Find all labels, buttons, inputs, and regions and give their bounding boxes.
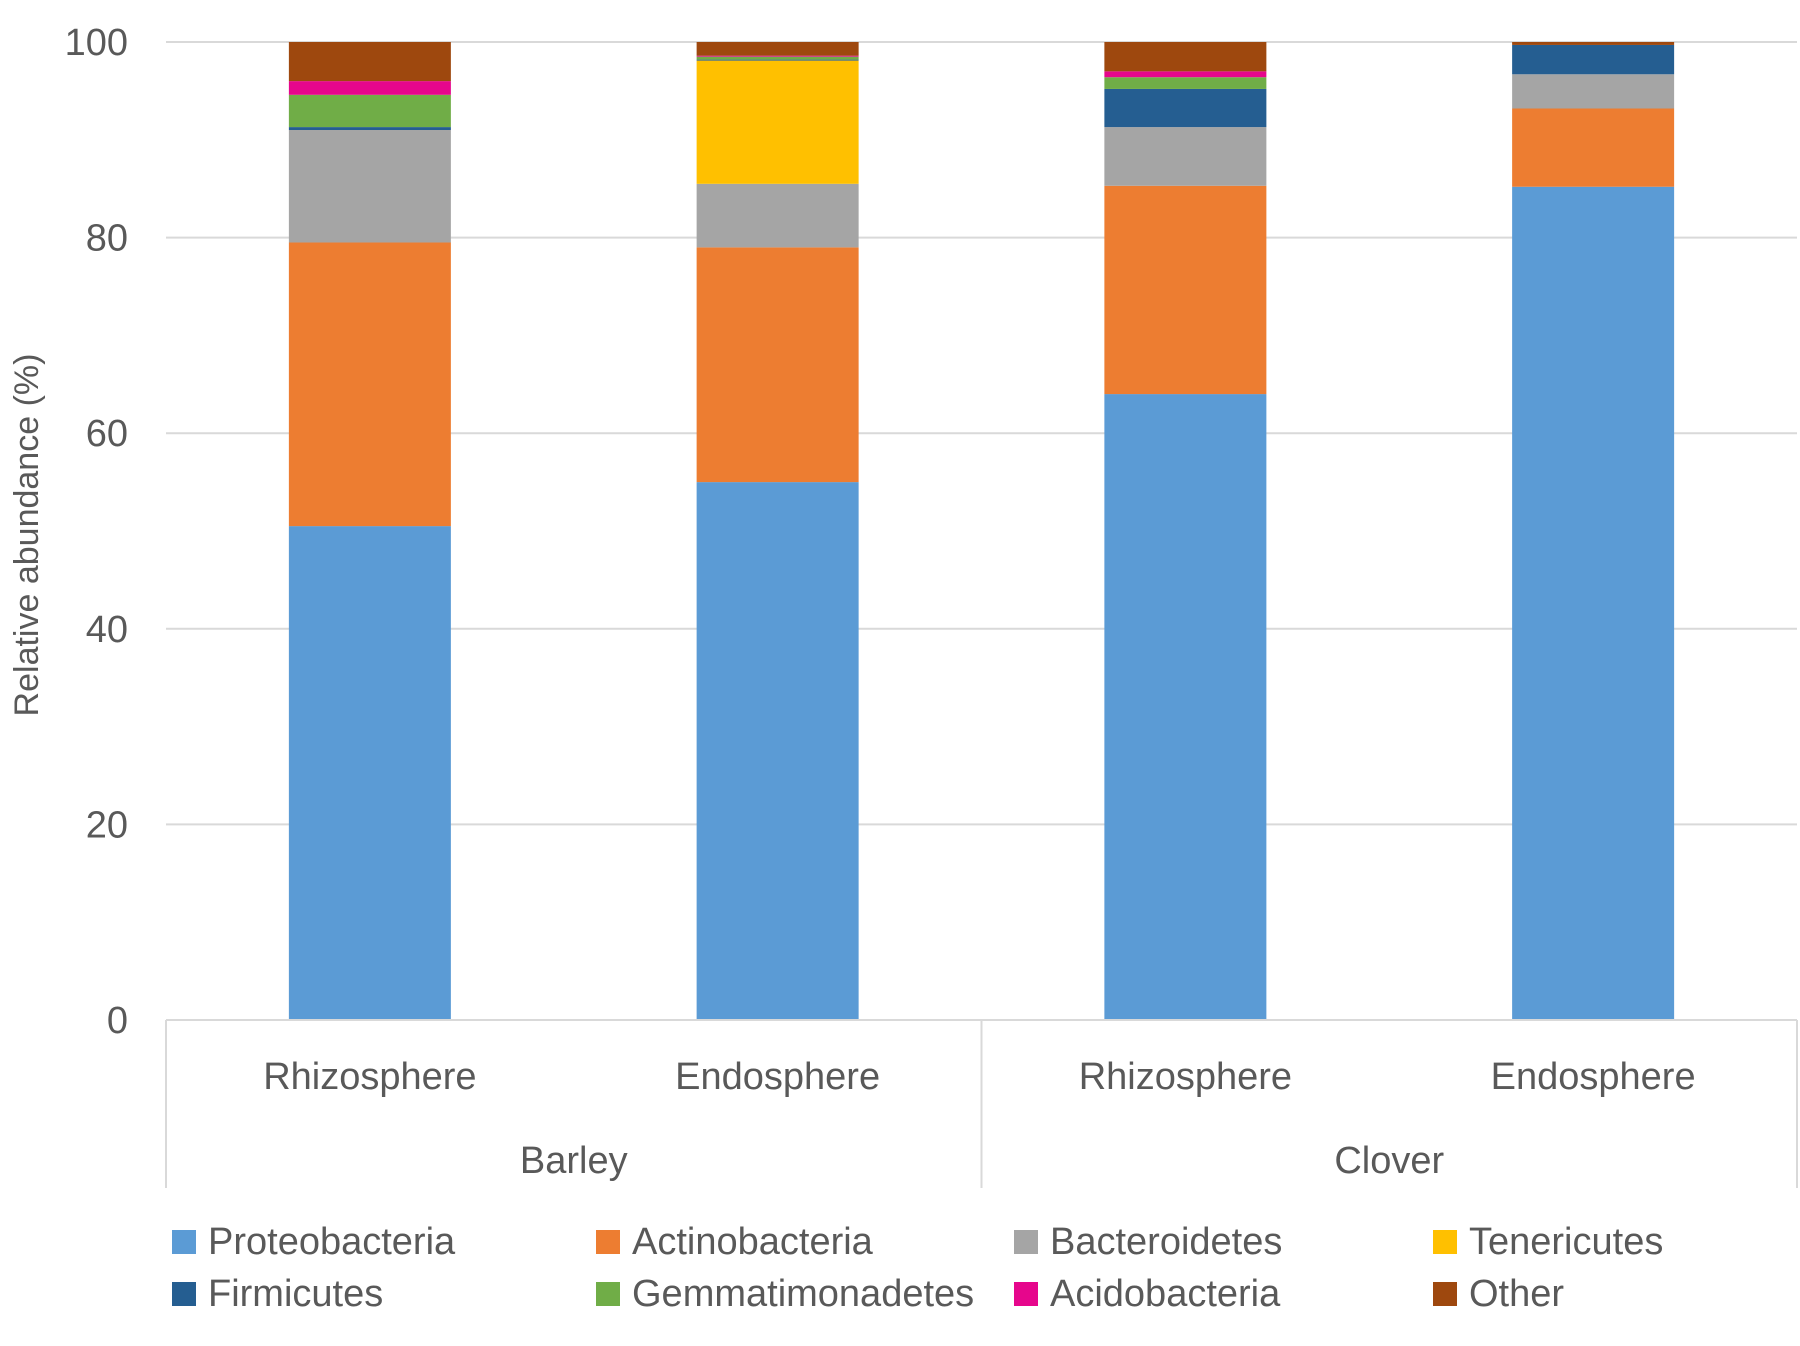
bar-segment-bacteroidetes [1104, 127, 1267, 186]
bar-segment-proteobacteria [288, 526, 451, 1020]
bar-segment-actinobacteria [288, 242, 451, 527]
category-label: Rhizosphere [1079, 1056, 1292, 1098]
bar-segment-other [1104, 42, 1267, 72]
bar-segment-firmicutes [288, 127, 451, 131]
bar-segment-actinobacteria [1512, 108, 1675, 187]
category-label: Rhizosphere [263, 1056, 476, 1098]
bar-segment-firmicutes [1512, 44, 1675, 75]
y-tick-label: 100 [65, 22, 128, 64]
bar-segment-actinobacteria [696, 247, 859, 483]
legend-swatch-bacteroidetes [1014, 1230, 1038, 1254]
group-label-clover: Clover [1334, 1140, 1444, 1182]
y-tick-label: 20 [86, 804, 128, 846]
legend-swatch-firmicutes [172, 1282, 196, 1306]
group-labels: Barley Clover [520, 1140, 1445, 1182]
bars [288, 42, 1675, 1021]
legend-label-tenericutes: Tenericutes [1469, 1221, 1663, 1263]
legend-swatch-gemmatimonadetes [596, 1282, 620, 1306]
legend-swatch-other [1433, 1282, 1457, 1306]
legend-swatch-proteobacteria [172, 1230, 196, 1254]
legend-label-acidobacteria: Acidobacteria [1050, 1273, 1281, 1315]
bar-segment-other [288, 42, 451, 82]
bar-segment-actinobacteria [1104, 185, 1267, 395]
bar-segment-gemmatimonadetes [288, 94, 451, 128]
legend-swatch-acidobacteria [1014, 1282, 1038, 1306]
category-label: Endosphere [1491, 1056, 1696, 1098]
legend-label-bacteroidetes: Bacteroidetes [1050, 1221, 1282, 1263]
category-label: Endosphere [675, 1056, 880, 1098]
bar-segment-bacteroidetes [696, 183, 859, 248]
bar-segment-other [696, 42, 859, 56]
bar-segment-acidobacteria [288, 81, 451, 95]
legend-label-gemmatimonadetes: Gemmatimonadetes [632, 1273, 974, 1315]
x-axis [165, 1019, 1798, 1188]
bar-segment-tenericutes [696, 60, 859, 184]
legend-label-actinobacteria: Actinobacteria [632, 1221, 874, 1263]
bar-segment-bacteroidetes [288, 130, 451, 243]
bar-segment-acidobacteria [1104, 71, 1267, 78]
bar-segment-acidobacteria [696, 55, 859, 57]
bar-segment-firmicutes [696, 59, 859, 61]
bar-segment-proteobacteria [1104, 394, 1267, 1021]
bar-segment-bacteroidetes [1512, 74, 1675, 109]
legend-label-firmicutes: Firmicutes [208, 1273, 383, 1315]
legend-label-proteobacteria: Proteobacteria [208, 1221, 456, 1263]
legend-swatch-actinobacteria [596, 1230, 620, 1254]
y-tick-label: 80 [86, 218, 128, 260]
bar-segment-other [1512, 42, 1675, 45]
bar-segment-firmicutes [1104, 88, 1267, 128]
legend-swatch-tenericutes [1433, 1230, 1457, 1254]
bar-segment-proteobacteria [696, 482, 859, 1021]
bar-segment-gemmatimonadetes [1104, 77, 1267, 89]
group-label-barley: Barley [520, 1140, 628, 1182]
y-axis-title: Relative abundance (%) [8, 354, 46, 717]
y-tick-label: 60 [86, 413, 128, 455]
category-labels: Rhizosphere Endosphere Rhizosphere Endosphe… [263, 1056, 1695, 1098]
legend: Proteobacteria Actinobacteria Bacteroidete… [172, 1221, 1663, 1315]
bar-segment-gemmatimonadetes [696, 56, 859, 60]
y-axis-ticks: 0 20 40 60 80 100 [65, 22, 128, 1042]
y-tick-label: 0 [107, 1000, 128, 1042]
legend-label-other: Other [1469, 1273, 1564, 1315]
bar-segment-proteobacteria [1512, 186, 1675, 1020]
y-tick-label: 40 [86, 609, 128, 651]
